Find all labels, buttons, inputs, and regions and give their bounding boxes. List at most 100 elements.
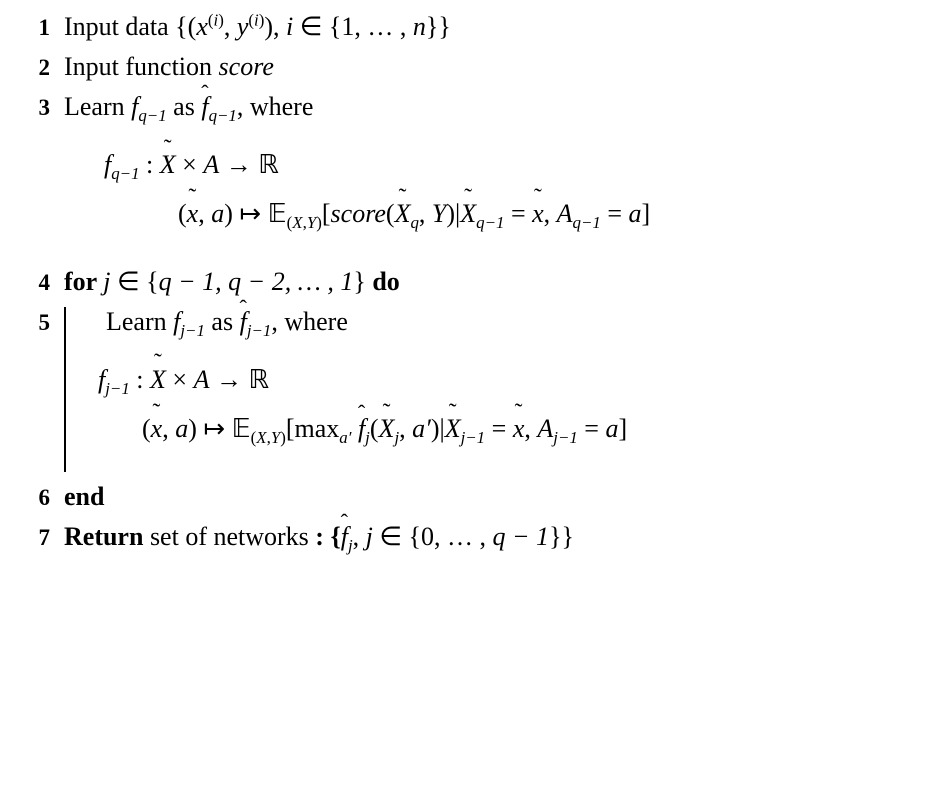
hat-icon: ˆ <box>358 392 365 434</box>
math-row-1: fq−1 : ˜X × A → ℝ <box>104 140 911 189</box>
line-body: end <box>64 482 911 512</box>
line-body: Input data {(x(i), y(i)), i ∈ {1, … , n}… <box>64 12 911 42</box>
line-number: 2 <box>20 52 64 81</box>
algo-line-5: 5 Learn fj−1 as ˆfj−1, where fj−1 : ˜X ×… <box>20 307 911 472</box>
kw-return: Return <box>64 522 150 551</box>
cal-A: A <box>194 365 210 394</box>
sub: q <box>410 214 418 233</box>
t: Learn <box>106 307 173 336</box>
math-row-1: fj−1 : ˜X × A → ℝ <box>98 355 911 404</box>
sub: q−1 <box>476 214 504 233</box>
sub: j−1 <box>461 428 486 447</box>
line-body: Learn fq−1 as ˆfq−1, where fq−1 : ˜X × A… <box>64 92 911 257</box>
line-number: 7 <box>20 522 64 551</box>
t: , where <box>237 92 314 121</box>
tilde-icon: ˜ <box>383 390 391 434</box>
t: A <box>537 414 553 443</box>
algo-line-3: 3 Learn fq−1 as ˆfq−1, where fq−1 : ˜X ×… <box>20 92 911 257</box>
t: set of networks <box>150 522 309 551</box>
t: , <box>524 414 537 443</box>
t: } <box>353 267 372 296</box>
t: : <box>130 365 150 394</box>
line-number: 4 <box>20 267 64 296</box>
math-row-2: (˜x, a) ↦ 𝔼(X,Y)[score(˜Xq, Y)|˜Xq−1 = ˜… <box>104 189 911 238</box>
t: , where <box>271 307 348 336</box>
xtilde: ˜x <box>151 404 163 453</box>
bb-R: ℝ <box>258 150 279 179</box>
math-row-2: (˜x, a) ↦ 𝔼(X,Y)[maxa′ ˆfj(˜Xj, a′)|˜Xj−… <box>98 404 911 453</box>
sub: q−1 <box>209 106 237 125</box>
sub: q−1 <box>111 164 139 183</box>
sub: q−1 <box>573 214 601 233</box>
sup: (i) <box>248 10 264 29</box>
t: ∈ {0, … , <box>373 522 493 551</box>
t: ( <box>142 414 151 443</box>
t: → <box>209 365 248 394</box>
t: ( <box>386 199 395 228</box>
tilde-icon: ˜ <box>154 340 162 384</box>
line-number: 3 <box>20 92 64 121</box>
t: }} <box>549 522 574 551</box>
algo-line-6: 6 end <box>20 482 911 512</box>
t: ∈ { <box>110 267 158 296</box>
tilde-icon: ˜ <box>153 390 161 434</box>
t: a <box>211 199 224 228</box>
t: : <box>140 150 160 179</box>
t: Y <box>271 428 280 447</box>
t: : { <box>309 522 341 551</box>
var-y: y <box>237 12 249 41</box>
line-body: for j ∈ {q − 1, q − 2, … , 1} do <box>64 267 911 297</box>
var-score: score <box>219 52 274 81</box>
t: , <box>544 199 557 228</box>
t: X <box>292 214 302 233</box>
sub: q−1 <box>138 106 166 125</box>
sub: j−1 <box>553 428 578 447</box>
hat-icon: ˆ <box>201 80 208 106</box>
tilde-icon: ˜ <box>189 175 197 219</box>
bb-E: 𝔼 <box>268 199 287 228</box>
algo-line-7: 7 Return set of networks : {ˆfj, j ∈ {0,… <box>20 522 911 552</box>
line-number: 6 <box>20 482 64 511</box>
bb-E: 𝔼 <box>232 414 251 443</box>
t: max <box>295 414 340 443</box>
t: Learn <box>64 92 131 121</box>
t: → <box>219 150 258 179</box>
kw-end: end <box>64 482 104 511</box>
t: a <box>605 414 618 443</box>
t: j <box>366 522 373 551</box>
t: a′ <box>412 414 431 443</box>
fhat: ˆf <box>240 307 247 337</box>
hat-icon: ˆ <box>240 295 247 321</box>
kw-for: for <box>64 267 103 296</box>
t: )| <box>431 414 445 443</box>
t: Y <box>432 199 446 228</box>
t: = <box>601 199 629 228</box>
Xtilde: ˜X <box>460 189 476 238</box>
t: [ <box>286 414 295 443</box>
line-number: 1 <box>20 12 64 41</box>
cal-X: ˜X <box>160 140 176 189</box>
line-body: Return set of networks : {ˆfj, j ∈ {0, …… <box>64 522 911 552</box>
t: [ <box>322 199 331 228</box>
t: ] <box>642 199 651 228</box>
t: ) ↦ <box>188 414 231 443</box>
t: }} <box>426 12 451 41</box>
t: a <box>629 199 642 228</box>
algo-line-2: 2 Input function score <box>20 52 911 82</box>
fhat: ˆf <box>341 522 348 552</box>
sub: (X,Y) <box>287 214 322 233</box>
t: q − 1, q − 2, … , 1 <box>159 267 354 296</box>
t: ] <box>618 414 627 443</box>
tilde-icon: ˜ <box>464 175 472 219</box>
tilde-icon: ˜ <box>515 390 523 434</box>
l5-text: Learn fj−1 as ˆfj−1, where <box>92 307 911 337</box>
t: Input function <box>64 52 219 81</box>
algo-line-4: 4 for j ∈ {q − 1, q − 2, … , 1} do <box>20 267 911 297</box>
t: , <box>419 199 432 228</box>
Xtilde: ˜X <box>395 189 411 238</box>
xtilde: ˜x <box>532 189 544 238</box>
t: ), <box>264 12 286 41</box>
t: Y <box>307 214 316 233</box>
t: , <box>353 522 366 551</box>
xtilde: ˜x <box>513 404 525 453</box>
